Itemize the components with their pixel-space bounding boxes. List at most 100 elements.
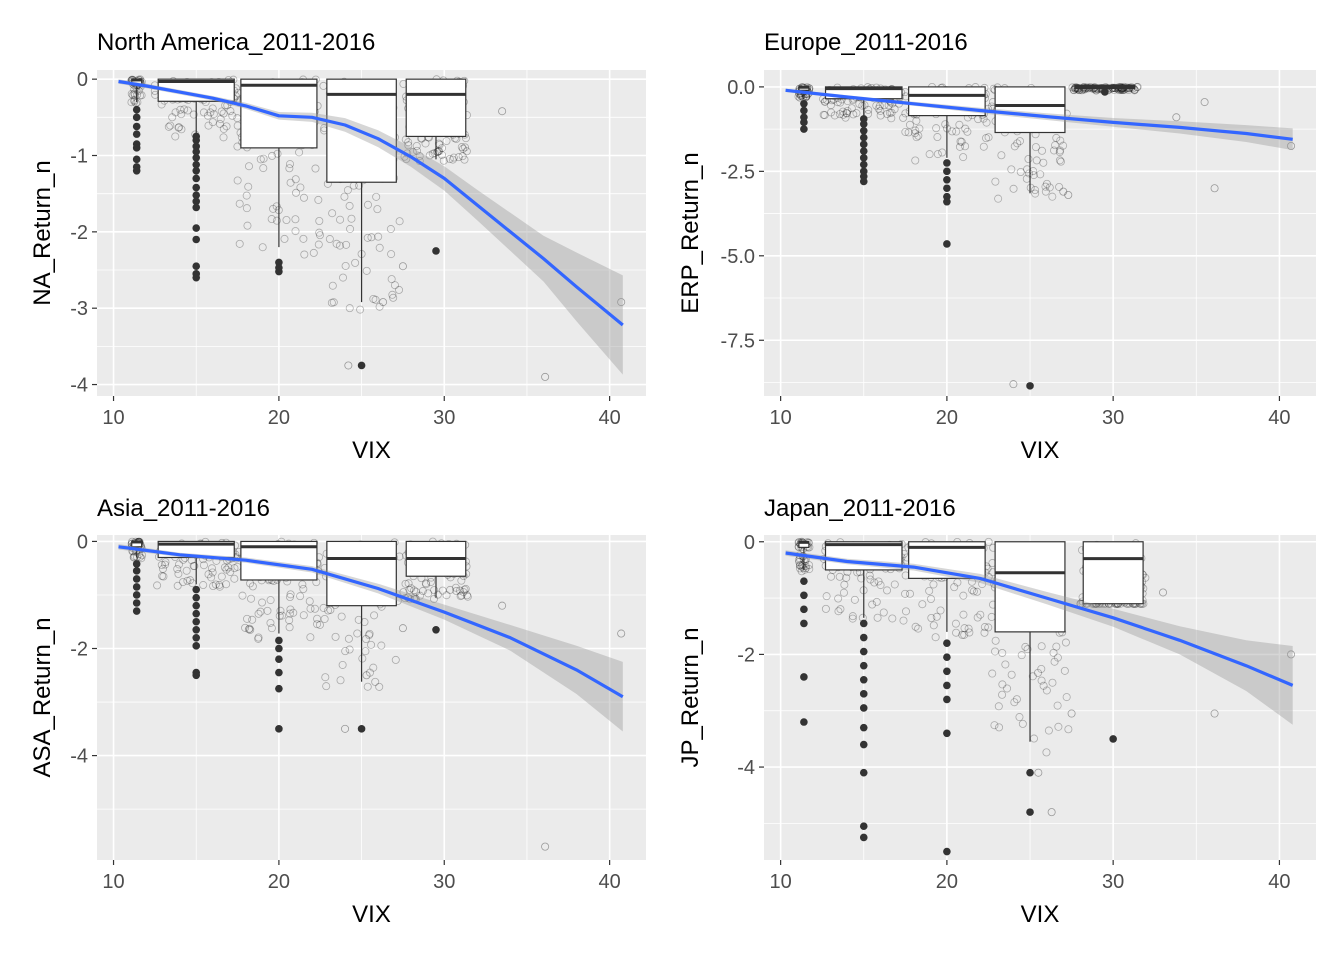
scatter-point bbox=[153, 581, 162, 590]
boxplot-outlier bbox=[192, 625, 201, 634]
boxplot-outlier bbox=[1026, 382, 1034, 390]
scatter-point bbox=[1064, 190, 1073, 199]
scatter-point bbox=[341, 724, 350, 733]
scatter-point bbox=[346, 224, 355, 233]
scatter-point bbox=[343, 186, 352, 195]
scatter-point bbox=[1003, 684, 1012, 693]
scatter-point bbox=[865, 571, 874, 580]
scatter-point bbox=[936, 606, 945, 615]
boxplot-outlier bbox=[859, 133, 868, 142]
scatter-point bbox=[340, 192, 349, 201]
scatter-point bbox=[379, 298, 388, 307]
scatter-point bbox=[1031, 186, 1040, 195]
scatter-point bbox=[1031, 143, 1040, 152]
y-axis-label: NA_Return_n bbox=[29, 160, 56, 305]
scatter-point bbox=[914, 624, 923, 633]
scatter-point bbox=[208, 104, 217, 113]
scatter-point bbox=[1024, 154, 1033, 163]
scatter-point bbox=[433, 148, 442, 157]
scatter-point bbox=[457, 143, 466, 152]
scatter-point bbox=[199, 581, 208, 590]
scatter-point bbox=[373, 205, 382, 214]
scatter-point bbox=[617, 298, 626, 307]
boxplot-outlier bbox=[1026, 808, 1034, 816]
boxplot bbox=[1074, 84, 1136, 96]
panel-title: North America_2011-2016 bbox=[97, 29, 375, 56]
x-tick-label: 40 bbox=[598, 407, 620, 429]
scatter-point bbox=[868, 600, 877, 609]
boxplot-outlier bbox=[859, 675, 868, 684]
scatter-point bbox=[1012, 695, 1021, 704]
scatter-point bbox=[541, 842, 550, 851]
scatter-point bbox=[222, 580, 231, 589]
x-tick-label: 20 bbox=[936, 871, 958, 893]
scatter-point bbox=[129, 553, 138, 562]
boxplot-outlier bbox=[192, 160, 201, 169]
scatter-point bbox=[282, 215, 291, 224]
scatter-point bbox=[840, 580, 849, 589]
scatter-point bbox=[963, 127, 972, 136]
scatter-point bbox=[375, 243, 384, 252]
scatter-point bbox=[207, 564, 216, 573]
scatter-point bbox=[1016, 168, 1025, 177]
scatter-point bbox=[918, 600, 927, 609]
boxplot-outlier bbox=[859, 833, 868, 842]
scatter-point bbox=[1028, 672, 1037, 681]
smooth-ci-ribbon bbox=[118, 544, 623, 732]
scatter-point bbox=[1200, 98, 1209, 107]
scatter-point bbox=[365, 629, 374, 638]
scatter-point bbox=[461, 584, 470, 593]
boxplot-outlier bbox=[132, 583, 141, 591]
scatter-point bbox=[177, 125, 186, 134]
scatter-point bbox=[305, 597, 314, 606]
scatter-point bbox=[839, 110, 848, 119]
scatter-point bbox=[998, 690, 1007, 699]
scatter-point bbox=[1015, 713, 1024, 722]
scatter-point bbox=[338, 660, 347, 669]
boxplot-outlier bbox=[859, 723, 868, 732]
scatter-point bbox=[313, 614, 322, 623]
boxplot-outlier bbox=[132, 130, 141, 138]
scatter-point bbox=[842, 109, 851, 118]
scatter-point bbox=[127, 98, 136, 107]
boxplot-outlier bbox=[192, 642, 201, 650]
scatter-point bbox=[959, 591, 968, 600]
scatter-point bbox=[245, 162, 254, 171]
boxplot-outlier bbox=[859, 647, 868, 656]
scatter-point bbox=[1032, 156, 1041, 165]
scatter-point bbox=[952, 628, 961, 637]
scatter-point bbox=[938, 148, 947, 157]
scatter-point bbox=[161, 560, 170, 569]
scatter-point bbox=[137, 91, 146, 100]
scatter-point bbox=[957, 137, 966, 146]
scatter-point bbox=[1015, 137, 1024, 146]
scatter-point bbox=[315, 216, 324, 225]
scatter-point bbox=[457, 591, 466, 600]
boxplot bbox=[994, 86, 1066, 390]
boxplot-outlier bbox=[1026, 768, 1034, 777]
scatter-point bbox=[362, 634, 371, 643]
scatter-point bbox=[341, 261, 350, 270]
boxplot bbox=[157, 540, 235, 680]
smooth-ci-ribbon bbox=[785, 550, 1293, 725]
boxplot-outlier bbox=[943, 695, 951, 704]
scatter-point bbox=[843, 106, 852, 115]
scatter-point bbox=[1017, 651, 1026, 660]
scatter-point bbox=[887, 114, 896, 123]
scatter-point bbox=[458, 152, 467, 161]
scatter-point bbox=[130, 85, 139, 94]
boxplot-outlier bbox=[859, 619, 868, 628]
boxplot-outlier bbox=[192, 235, 201, 244]
scatter-point bbox=[988, 669, 997, 678]
boxplot-outlier bbox=[192, 224, 201, 232]
scatter-point bbox=[1052, 133, 1061, 142]
scatter-point bbox=[410, 586, 419, 595]
x-axis-label: VIX bbox=[1021, 437, 1060, 464]
scatter-point bbox=[912, 133, 921, 142]
boxplot-outlier bbox=[432, 625, 440, 634]
scatter-point bbox=[1026, 183, 1035, 192]
y-tick-label: -1 bbox=[70, 146, 88, 168]
scatter-point bbox=[254, 634, 263, 643]
boxplot bbox=[240, 78, 318, 276]
scatter-point bbox=[842, 109, 851, 118]
